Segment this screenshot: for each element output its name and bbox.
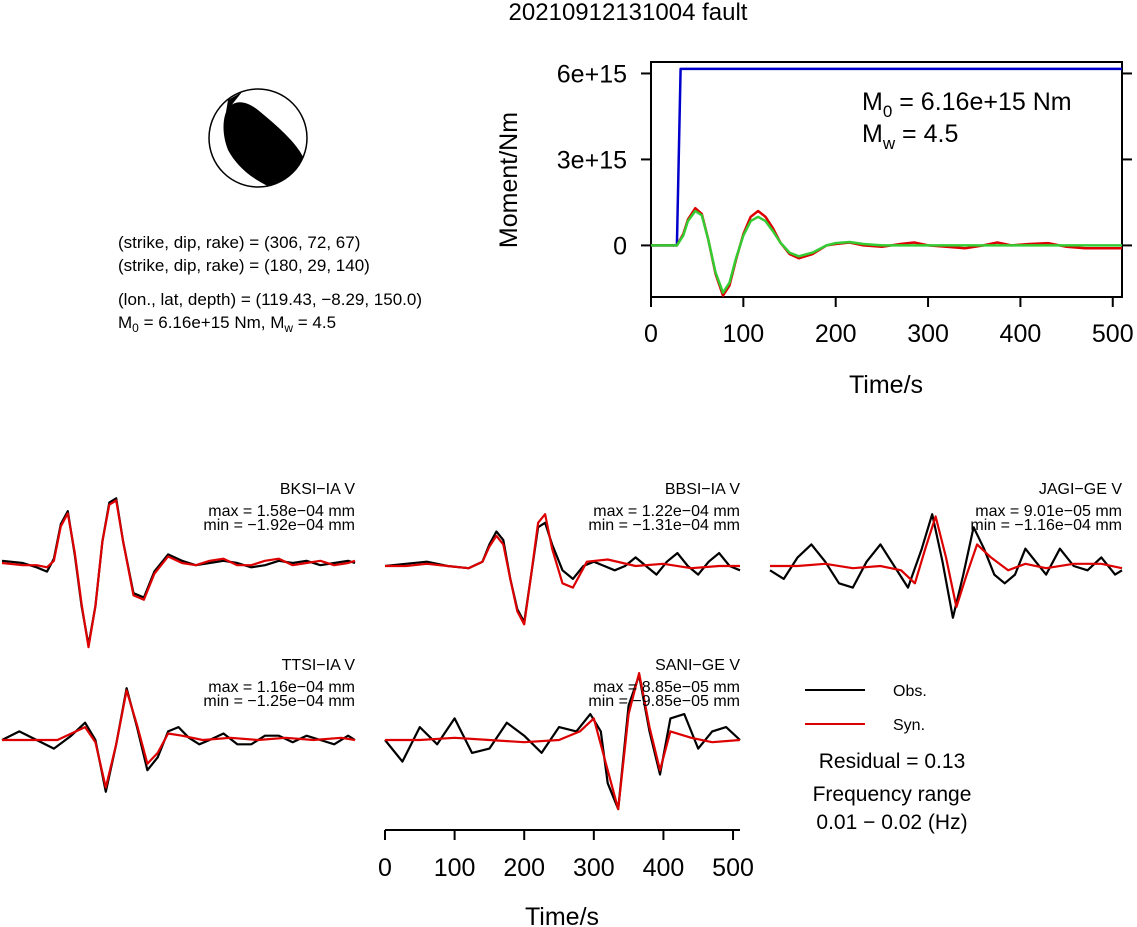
station-name: TTSI−IA V (282, 657, 356, 674)
waveform-x-tick-label: 200 (503, 854, 545, 882)
station-min: min = −1.31e−04 mm (588, 517, 740, 534)
waveform-x-tick-label: 300 (573, 854, 615, 882)
station-max: max = 9.01e−05 mm (975, 503, 1122, 520)
mechanism-location: (lon., lat, depth) = (119.43, −8.29, 150… (118, 290, 422, 309)
stf-x-tick-label: 300 (907, 320, 949, 348)
station-min: min = −1.25e−04 mm (203, 693, 355, 710)
station-max: max = 1.16e−04 mm (208, 679, 355, 696)
station-min: min = −1.92e−04 mm (203, 517, 355, 534)
waveform-x-tick-label: 0 (378, 854, 392, 882)
stf-y-tick-label: 6e+15 (557, 60, 627, 88)
stf-annotation-m0: M0 = 6.16e+15 Nm (862, 88, 1072, 121)
stf-x-axis-label: Time/s (849, 371, 923, 399)
stf-x-axis: 0 100 200 300 400 500 (644, 297, 1134, 348)
stf-synthetic-line (651, 206, 1122, 297)
stf-y-tick-label: 0 (613, 232, 627, 260)
mechanism-plane1: (strike, dip, rake) = (306, 72, 67) (118, 233, 360, 252)
observed-waveform (769, 513, 1123, 619)
station-name: JAGI−GE V (1039, 481, 1122, 498)
stf-observed-line (651, 209, 1122, 294)
legend: Obs. Syn. Residual = 0.13 Frequency rang… (805, 683, 971, 834)
stf-series-group (651, 67, 1122, 297)
legend-obs-label: Obs. (893, 683, 927, 700)
station-name: SANI−GE V (655, 657, 740, 674)
observed-waveform (1, 687, 356, 793)
legend-syn-label: Syn. (893, 717, 925, 734)
waveform-x-axis: 0 100 200 300 400 500 (378, 829, 754, 882)
waveform-x-tick-label: 100 (434, 854, 476, 882)
frequency-range-title: Frequency range (813, 783, 972, 806)
stf-y-axis-label: Moment/Nm (495, 112, 523, 248)
observed-waveform (384, 521, 741, 624)
beachball (208, 88, 308, 188)
stf-annotation-mw: Mw = 4.5 (862, 120, 958, 153)
synthetic-waveform (2, 689, 356, 789)
stf-x-tick-label: 100 (722, 320, 764, 348)
station-max: max = 1.22e−04 mm (593, 503, 740, 520)
synthetic-waveform (770, 515, 1123, 609)
frequency-range-value: 0.01 − 0.02 (Hz) (816, 811, 967, 834)
stf-x-tick-label: 500 (1092, 320, 1134, 348)
station-name: BBSI−IA V (665, 481, 740, 498)
stf-x-tick-label: 200 (815, 320, 857, 348)
mechanism-plane2: (strike, dip, rake) = (180, 29, 140) (118, 256, 370, 275)
stf-y-axis: 0 3e+15 6e+15 (557, 60, 1132, 260)
residual-text: Residual = 0.13 (819, 750, 966, 773)
waveform-x-tick-label: 500 (712, 854, 754, 882)
station-min: min = −9.85e−05 mm (588, 693, 740, 710)
station-name: BKSI−IA V (280, 481, 355, 498)
figure-title: 20210912131004 fault (509, 0, 748, 26)
synthetic-waveform (385, 671, 741, 811)
beachball-compressional-quadrant (223, 102, 305, 187)
station-max: max = 1.58e−04 mm (208, 503, 355, 520)
stf-x-tick-label: 0 (644, 320, 658, 348)
stf-y-tick-label: 3e+15 (557, 146, 627, 174)
station-min: min = −1.16e−04 mm (970, 517, 1122, 534)
stf-x-tick-label: 400 (1000, 320, 1042, 348)
waveform-x-tick-label: 400 (643, 854, 685, 882)
mechanism-moment: M0 = 6.16e+15 Nm, Mw = 4.5 (118, 313, 336, 335)
station-max: max = 8.85e−05 mm (593, 679, 740, 696)
synthetic-waveform (1, 499, 356, 649)
stf-plot-frame (650, 61, 1123, 298)
beachball-outline (208, 88, 308, 188)
waveform-x-axis-label: Time/s (525, 903, 599, 927)
synthetic-waveform (385, 513, 740, 626)
moment-rate-chart: 0 3e+15 6e+15 0 100 200 300 400 500 Moment/Nm T… (495, 60, 1134, 399)
